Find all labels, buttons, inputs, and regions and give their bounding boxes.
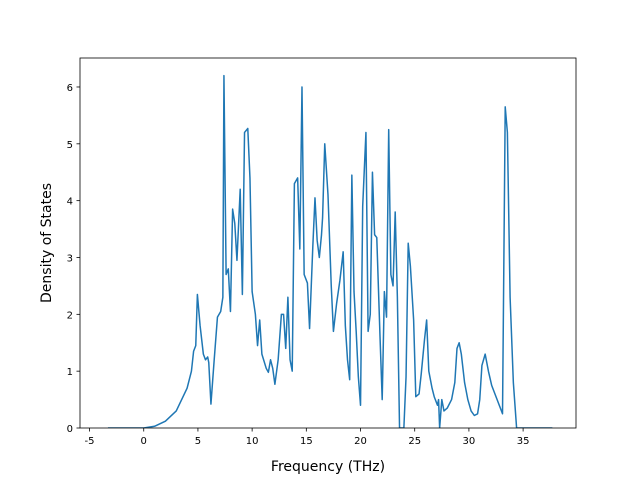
plot-frame xyxy=(79,57,577,429)
x-tick-label: 20 xyxy=(354,436,367,447)
y-tick-label: 5 xyxy=(67,140,73,151)
line xyxy=(107,74,553,428)
x-tick-label: 25 xyxy=(408,436,421,447)
y-tick-label: 6 xyxy=(67,83,73,94)
y-axis-label: Density of States xyxy=(39,183,55,303)
y-tick-label: 1 xyxy=(67,367,73,378)
x-tick-label: 5 xyxy=(195,436,201,447)
x-tick-label: 10 xyxy=(246,436,259,447)
x-tick-label: -5 xyxy=(85,436,95,447)
x-tick-label: 15 xyxy=(300,436,313,447)
y-tick-label: 3 xyxy=(67,253,73,264)
y-tick-label: 4 xyxy=(67,197,73,208)
x-tick-label: 0 xyxy=(141,436,147,447)
x-tick-label: 35 xyxy=(517,436,530,447)
y-tick-label: 2 xyxy=(67,310,73,321)
x-tick-label: 30 xyxy=(463,436,476,447)
y-tick-label: 0 xyxy=(67,424,73,435)
x-axis-label: Frequency (THz) xyxy=(271,459,385,475)
